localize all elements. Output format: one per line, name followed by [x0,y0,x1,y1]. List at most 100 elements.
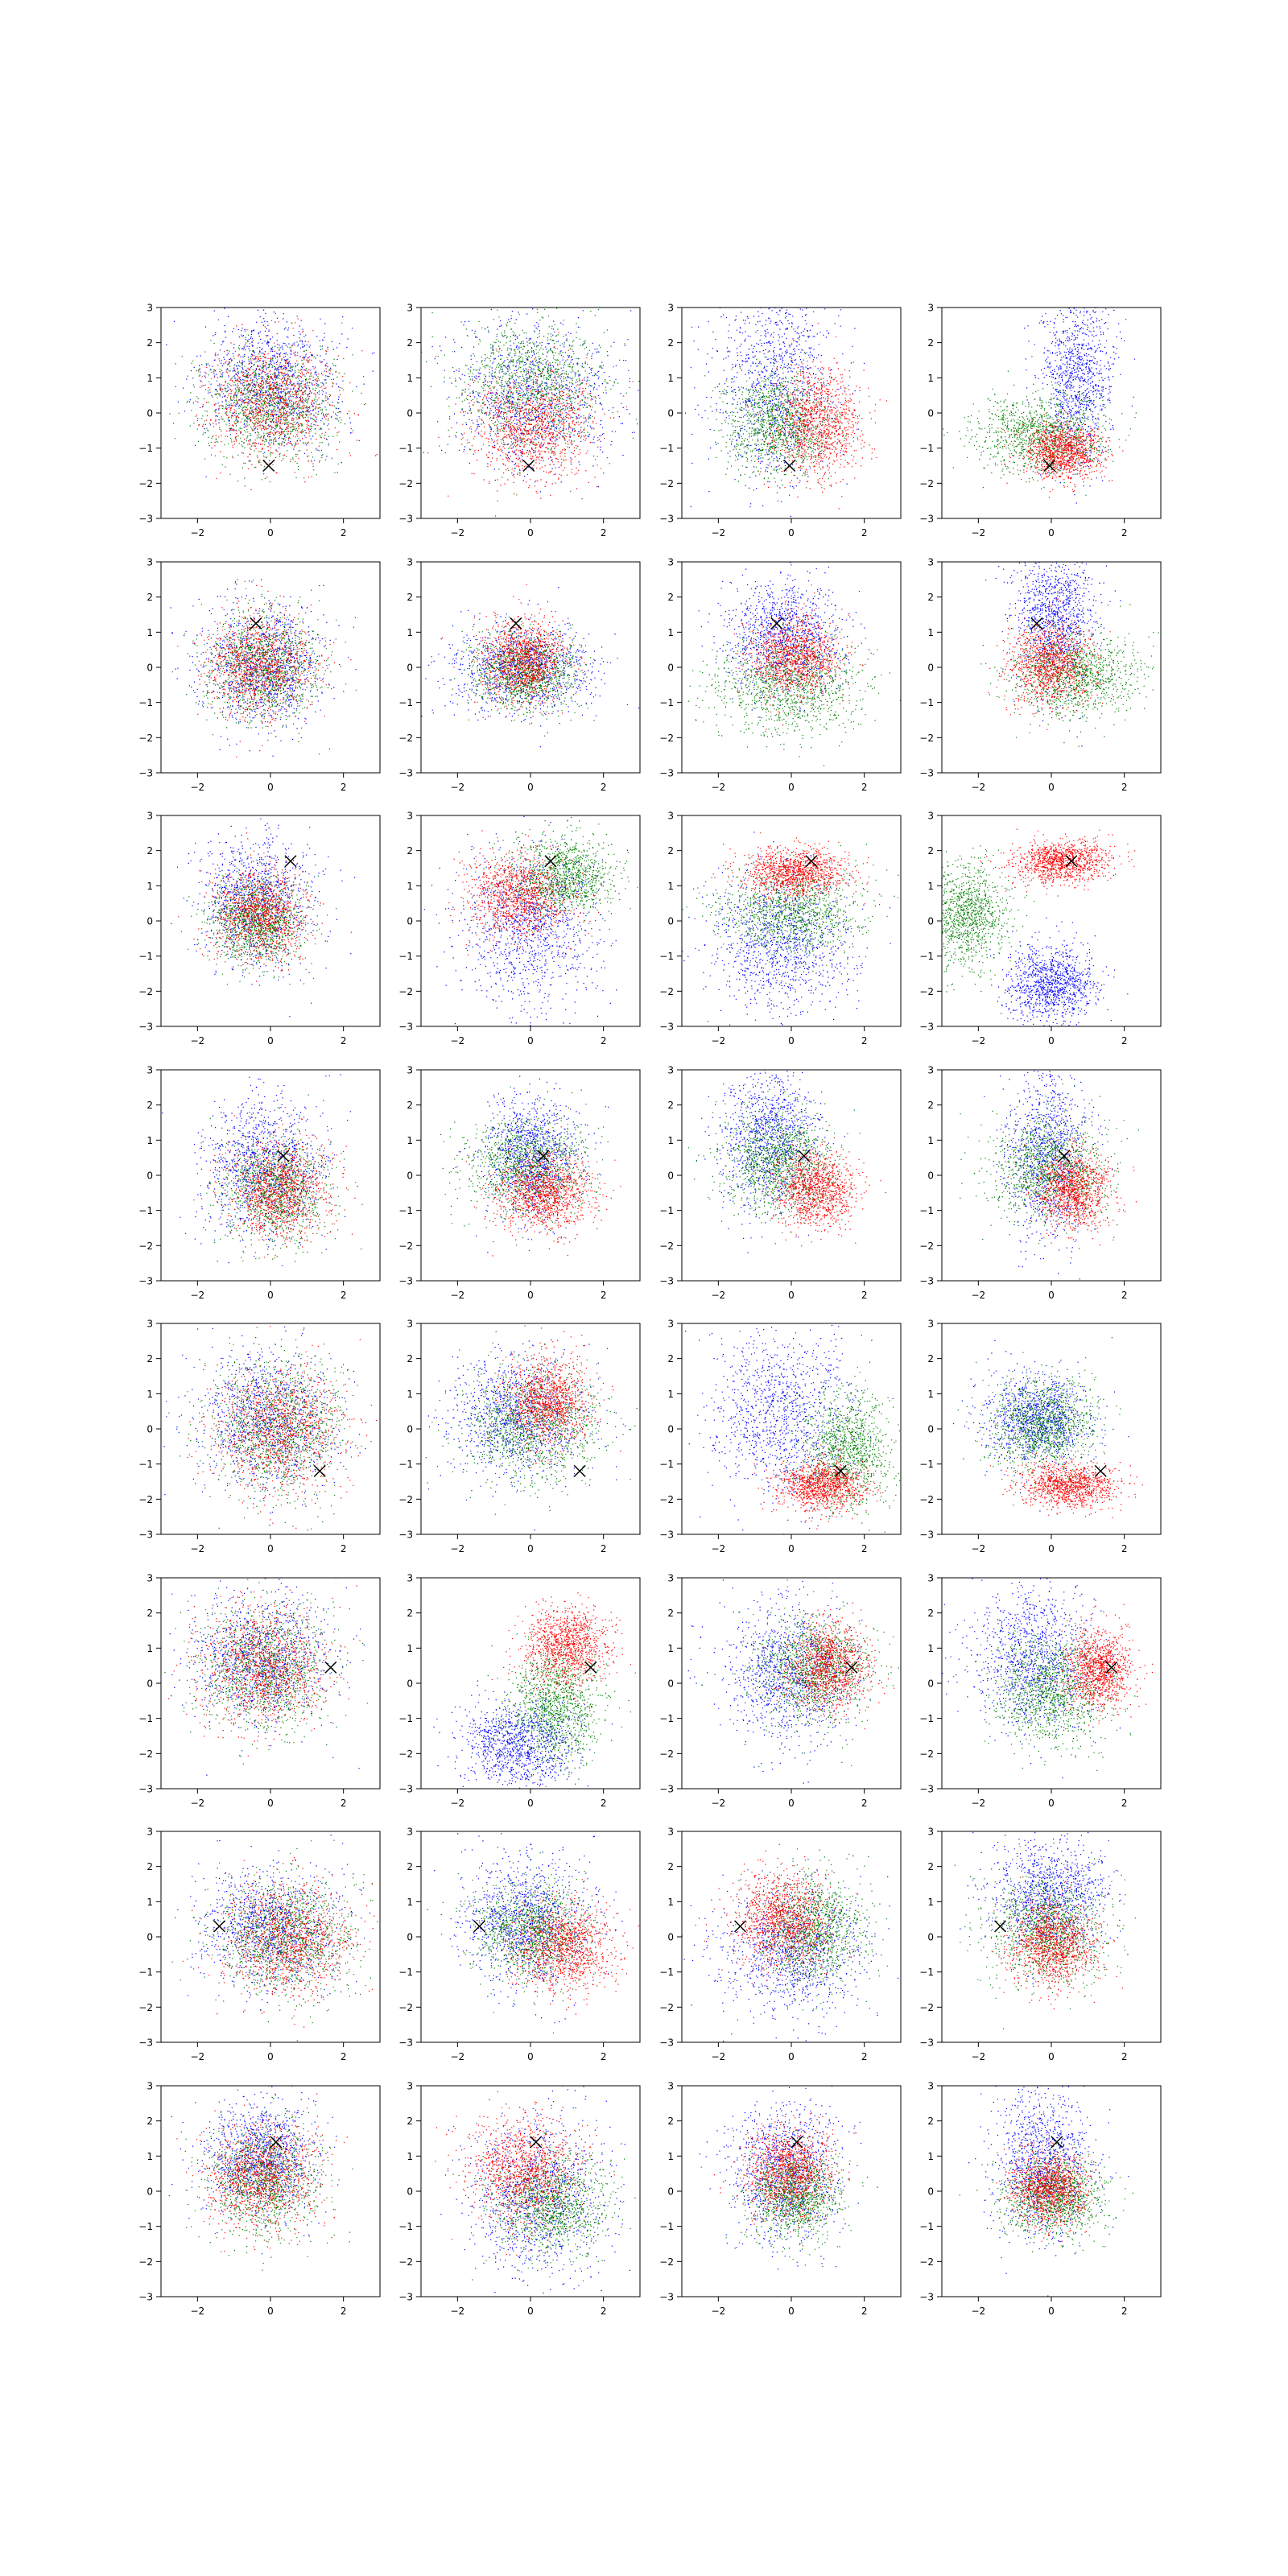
y-tick-label: 2 [927,1353,934,1364]
y-tick-label: −1 [659,443,674,454]
y-tick-label: −2 [659,1494,674,1505]
y-tick-label: −3 [398,1022,413,1033]
y-tick-label: 3 [147,2081,153,2092]
y-tick-label: −1 [398,1967,413,1978]
y-tick-label: −2 [919,2256,934,2268]
y-tick-label: −3 [138,2037,153,2049]
y-tick-label: 2 [147,1861,153,1872]
y-tick-label: −2 [919,1494,934,1505]
y-tick-label: −1 [919,1967,934,1978]
y-tick-label: 0 [407,1932,413,1943]
y-tick-label: −3 [919,2037,934,2049]
y-tick-label: 3 [927,557,934,568]
x-tick-label: −2 [190,527,204,539]
y-tick-label: 0 [147,663,153,674]
y-tick-label: −1 [138,1205,153,1216]
y-tick-label: −1 [398,1459,413,1470]
x-tick-label: −2 [971,1798,985,1809]
y-tick-label: −3 [919,514,934,525]
y-tick-label: 0 [147,1424,153,1435]
y-tick-label: 0 [147,1678,153,1690]
x-tick-label: −2 [711,2051,725,2062]
x-tick-label: 2 [1121,1290,1128,1301]
x-tick-label: 2 [1121,527,1128,539]
y-tick-label: 3 [147,1065,153,1076]
y-tick-label: 0 [147,916,153,927]
x-tick-label: −2 [971,2306,985,2317]
y-tick-label: 2 [927,845,934,857]
y-tick-label: 3 [407,1319,413,1330]
y-tick-label: 1 [407,2151,413,2162]
y-tick-label: −3 [659,1784,674,1795]
y-tick-label: −3 [138,768,153,779]
y-tick-label: 1 [927,1643,934,1654]
y-tick-label: 0 [927,2186,934,2198]
y-tick-label: 1 [147,2151,153,2162]
y-tick-label: 2 [407,337,413,349]
x-tick-label: 2 [341,1798,347,1809]
x-tick-label: 0 [788,1798,795,1809]
y-tick-label: 2 [407,1353,413,1364]
x-tick-label: −2 [971,2051,985,2062]
y-tick-label: 3 [407,1827,413,1838]
y-tick-label: 0 [147,1932,153,1943]
x-tick-label: 2 [341,527,347,539]
x-tick-label: 0 [267,2306,274,2317]
y-tick-label: 3 [927,1319,934,1330]
x-tick-label: 0 [788,1035,795,1046]
x-tick-label: −2 [450,1035,464,1046]
x-tick-label: 0 [1048,1290,1055,1301]
x-tick-label: 0 [788,1290,795,1301]
y-tick-label: 3 [927,811,934,822]
y-tick-label: 2 [147,592,153,603]
y-tick-label: −2 [659,1748,674,1760]
x-tick-label: 0 [527,1290,534,1301]
y-tick-label: −3 [919,1784,934,1795]
y-tick-label: 2 [667,592,674,603]
y-tick-label: −2 [138,1748,153,1760]
x-tick-label: −2 [711,1798,725,1809]
y-tick-label: 3 [667,2081,674,2092]
x-tick-label: 2 [1121,1543,1128,1554]
y-tick-label: 3 [147,811,153,822]
x-tick-label: 0 [788,527,795,539]
y-tick-label: 1 [147,373,153,384]
y-tick-label: 0 [927,916,934,927]
y-tick-label: −2 [398,1241,413,1252]
x-tick-label: 0 [1048,782,1055,793]
x-tick-label: 2 [1121,782,1128,793]
x-tick-label: 0 [788,2051,795,2062]
y-tick-label: 3 [407,557,413,568]
y-tick-label: −2 [398,986,413,997]
y-tick-label: 2 [927,337,934,349]
x-tick-label: 2 [601,527,607,539]
y-tick-label: 0 [927,1424,934,1435]
y-tick-label: 1 [407,1389,413,1400]
y-tick-label: −1 [659,1967,674,1978]
y-tick-label: −2 [398,1748,413,1760]
y-tick-label: 1 [407,1643,413,1654]
x-tick-label: −2 [971,1035,985,1046]
x-tick-label: 2 [861,782,868,793]
y-tick-label: −1 [138,951,153,962]
y-tick-label: −1 [659,2221,674,2232]
x-tick-label: 2 [1121,1035,1128,1046]
y-tick-label: 0 [927,1678,934,1690]
x-tick-label: −2 [190,1543,204,1554]
y-tick-label: 1 [667,373,674,384]
y-tick-label: −3 [919,1276,934,1287]
y-tick-label: −3 [138,1784,153,1795]
x-tick-label: −2 [450,1798,464,1809]
y-tick-label: 1 [147,1389,153,1400]
x-tick-label: 2 [601,2051,607,2062]
y-tick-label: 3 [667,1827,674,1838]
y-tick-label: −2 [138,2002,153,2013]
y-tick-label: −1 [659,1713,674,1724]
y-tick-label: −2 [659,986,674,997]
y-tick-label: −1 [138,697,153,708]
y-tick-label: −3 [919,1022,934,1033]
x-tick-label: 0 [788,2306,795,2317]
x-tick-label: 2 [861,1798,868,1809]
x-tick-label: 0 [527,1543,534,1554]
